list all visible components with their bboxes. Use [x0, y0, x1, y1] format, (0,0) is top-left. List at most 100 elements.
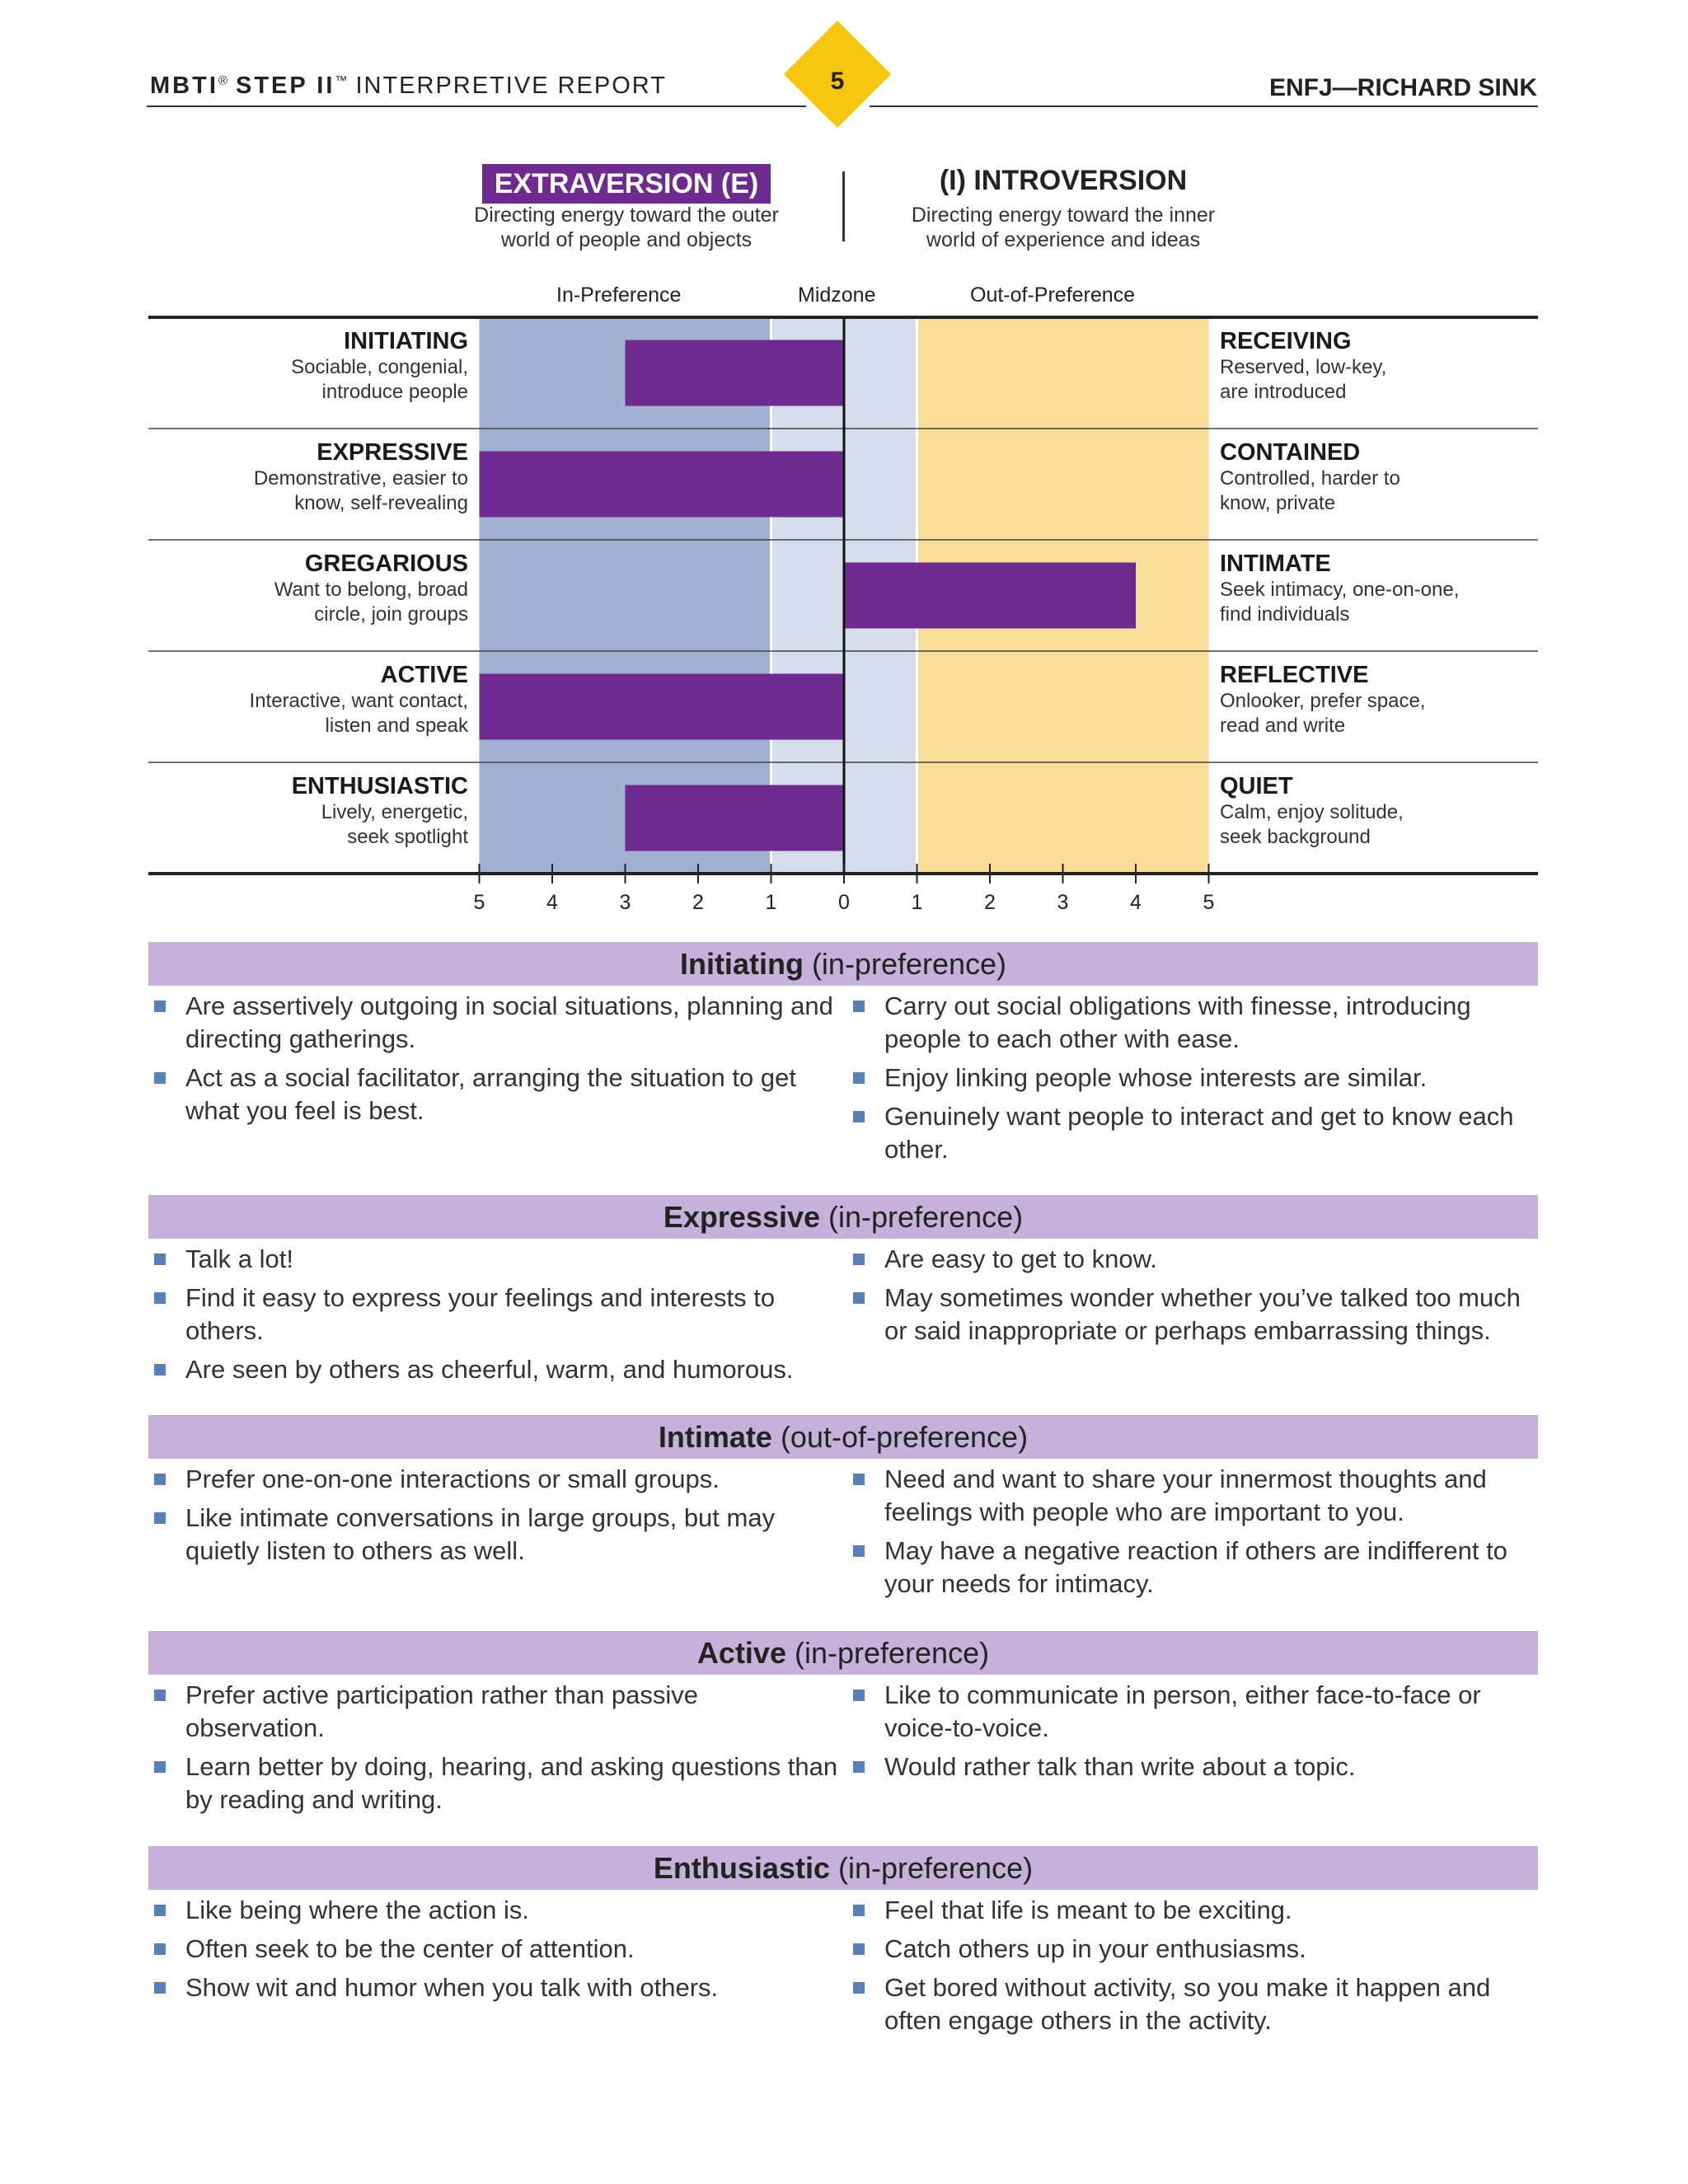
facet-description: find individuals — [1220, 603, 1350, 626]
facet-name: INITIATING — [344, 328, 468, 354]
bullet-item: May have a negative reaction if others a… — [847, 1535, 1540, 1601]
facet-right-label: QUIET Calm, enjoy solitude, seek backgroun… — [1220, 772, 1550, 850]
section-header: Intimate (out-of-preference) — [148, 1415, 1538, 1459]
bullet-column-left: Are assertively outgoing in social situa… — [148, 990, 841, 1133]
bullet-column-left: Prefer one-on-one interactions or small … — [148, 1463, 841, 1573]
bullet-item: Prefer active participation rather than … — [148, 1679, 841, 1745]
bullet-column-left: Like being where the action is. Often see… — [148, 1894, 841, 2010]
header-rule-right — [870, 105, 1538, 107]
bullet-item: Genuinely want people to interact and ge… — [847, 1100, 1540, 1166]
bullet-item: Like intimate conversations in large gro… — [148, 1502, 841, 1568]
page-number: 5 — [830, 68, 845, 95]
facet-description: Reserved, low-key, — [1220, 356, 1387, 378]
bullet-item: Show wit and humor when you talk with ot… — [148, 1971, 841, 2004]
introversion-title: (I) INTROVERSION — [939, 165, 1188, 196]
bullet-list: Talk a lot! Find it easy to express your … — [148, 1243, 841, 1386]
bullet-item: Talk a lot! — [148, 1243, 841, 1276]
facet-description: know, private — [1220, 492, 1336, 514]
tick-label: 3 — [1057, 891, 1069, 914]
bullet-list: Are easy to get to know. May sometimes wo… — [847, 1243, 1540, 1347]
facet-description: circle, join groups — [314, 603, 468, 626]
bullet-item: Prefer one-on-one interactions or small … — [148, 1463, 841, 1496]
facet-left-label: ACTIVE Interactive, want contact, listen a… — [196, 661, 468, 738]
facet-bar-chart: 5 4 3 2 1 0 1 2 3 4 5 — [148, 316, 1538, 914]
section-title: Intimate — [658, 1420, 772, 1454]
bullet-column-right: Carry out social obligations with finess… — [847, 990, 1540, 1172]
bullet-item: Would rather talk than write about a top… — [847, 1750, 1540, 1783]
bullet-item: Carry out social obligations with finess… — [847, 990, 1540, 1056]
bullet-item: Feel that life is meant to be exciting. — [847, 1894, 1540, 1927]
facet-name: RECEIVING — [1220, 328, 1352, 354]
bullet-item: Enjoy linking people whose interests are… — [847, 1062, 1540, 1094]
facet-name: GREGARIOUS — [304, 551, 468, 577]
in-preference-zone — [479, 317, 771, 874]
tick-label: 5 — [1203, 891, 1215, 914]
facet-description: Sociable, congenial, — [291, 356, 468, 378]
extraversion-desc-line: Directing energy toward the outer — [474, 204, 779, 227]
facet-name: ACTIVE — [380, 662, 468, 688]
bullet-item: Need and want to share your innermost th… — [847, 1463, 1540, 1529]
facet-description: are introduced — [1220, 381, 1347, 403]
bullet-item: Are assertively outgoing in social situa… — [148, 990, 841, 1056]
facet-description: Calm, enjoy solitude, — [1220, 801, 1404, 823]
section-header: Enthusiastic (in-preference) — [148, 1846, 1538, 1890]
facet-left-label: EXPRESSIVE Demonstrative, easier to know, … — [196, 438, 468, 516]
bullet-list: Feel that life is meant to be exciting. C… — [847, 1894, 1540, 2037]
facet-bar — [479, 451, 844, 518]
facet-bar — [844, 562, 1136, 629]
facet-description: know, self-revealing — [294, 492, 468, 514]
tick-label: 3 — [620, 891, 631, 914]
facet-description: Lively, energetic, — [321, 801, 468, 823]
tick-label: 2 — [692, 891, 704, 914]
bullet-column-right: Need and want to share your innermost th… — [847, 1463, 1540, 1606]
section-title: Initiating — [679, 947, 804, 981]
facet-left-label: ENTHUSIASTIC Lively, energetic, seek spotl… — [196, 772, 468, 850]
bullet-column-left: Talk a lot! Find it easy to express your … — [148, 1243, 841, 1392]
facet-description: Want to belong, broad — [274, 579, 468, 601]
bullet-item: Are seen by others as cheerful, warm, an… — [148, 1353, 841, 1386]
bullet-column-right: Like to communicate in person, either fa… — [847, 1679, 1540, 1789]
section-title: Expressive — [663, 1200, 821, 1234]
bullet-item: Catch others up in your enthusiasms. — [847, 1933, 1540, 1966]
header-rule-left — [147, 105, 806, 107]
bullet-list: Like being where the action is. Often see… — [148, 1894, 841, 2004]
client-name: ENFJ—RICHARD SINK — [1268, 74, 1537, 101]
extraversion-desc-line: world of people and objects — [500, 228, 753, 251]
section-qualifier: (in-preference) — [820, 1200, 1024, 1234]
facet-description: seek background — [1220, 826, 1371, 848]
facet-description: Demonstrative, easier to — [253, 467, 468, 490]
zone-label-out-of-preference: Out-of-Preference — [970, 284, 1136, 307]
facet-name: EXPRESSIVE — [316, 439, 468, 466]
section-qualifier: (in-preference) — [785, 1636, 990, 1670]
facet-name: REFLECTIVE — [1220, 662, 1369, 688]
bullet-column-left: Prefer active participation rather than … — [148, 1679, 841, 1822]
facet-description: read and write — [1220, 715, 1346, 737]
bullet-column-right: Feel that life is meant to be exciting. C… — [847, 1894, 1540, 2043]
brand-mbti: MBTI — [150, 73, 218, 99]
extraversion-description: Directing energy toward the outer world … — [441, 203, 812, 252]
facet-description: Onlooker, prefer space, — [1220, 690, 1426, 712]
bullet-column-right: Are easy to get to know. May sometimes wo… — [847, 1243, 1540, 1353]
bullet-item: Like to communicate in person, either fa… — [847, 1679, 1540, 1745]
bullet-item: Like being where the action is. — [148, 1894, 841, 1927]
extraversion-title: EXTRAVERSION (E) — [482, 164, 771, 204]
bullet-item: Act as a social facilitator, arranging t… — [148, 1062, 841, 1127]
facet-bar — [625, 340, 844, 406]
facet-right-label: INTIMATE Seek intimacy, one-on-one, find i… — [1220, 550, 1550, 627]
bullet-list: Are assertively outgoing in social situa… — [148, 990, 841, 1127]
introversion-desc-line: Directing energy toward the inner — [911, 204, 1216, 227]
facet-description: seek spotlight — [347, 826, 468, 848]
tick-label: 4 — [546, 891, 558, 914]
tick-label: 5 — [474, 891, 485, 914]
facet-description: Seek intimacy, one-on-one, — [1220, 579, 1460, 601]
section-title: Enthusiastic — [653, 1851, 830, 1885]
facet-right-label: CONTAINED Controlled, harder to know, priv… — [1220, 438, 1550, 516]
facet-description: listen and speak — [325, 715, 468, 737]
bullet-item: Find it easy to express your feelings an… — [148, 1282, 841, 1347]
bullet-list: Prefer active participation rather than … — [148, 1679, 841, 1816]
bullet-item: Get bored without activity, so you make … — [847, 1971, 1540, 2037]
tick-label: 2 — [984, 891, 996, 914]
section-qualifier: (in-preference) — [829, 1851, 1034, 1885]
section-header: Initiating (in-preference) — [148, 942, 1538, 986]
report-type: INTERPRETIVE REPORT — [355, 73, 667, 99]
